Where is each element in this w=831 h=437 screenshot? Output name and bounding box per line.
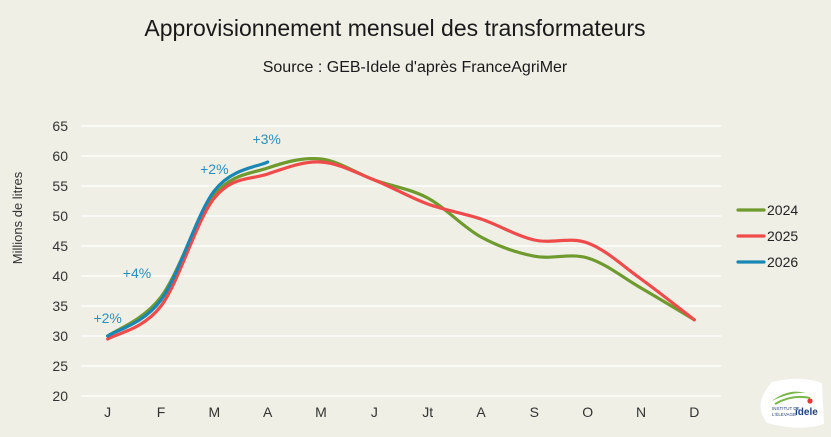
annotation-label: +2%	[200, 161, 228, 177]
annotation-label: +4%	[123, 265, 151, 281]
y-tick-label: 30	[52, 328, 68, 344]
y-tick-label: 65	[52, 118, 68, 134]
x-tick-label: M	[208, 404, 220, 420]
logo-small-text-2: L'ÉLEVAGE	[772, 411, 796, 417]
y-tick-label: 40	[52, 268, 68, 284]
series-line-2025	[106, 160, 696, 341]
logo-small-text-1: INSTITUT DE	[772, 406, 800, 411]
x-tick-label: J	[104, 404, 111, 420]
x-tick-label: A	[476, 404, 486, 420]
logo-swoosh-icon	[774, 395, 811, 405]
x-ticks: J F M A M J Jt A S O N D	[104, 404, 699, 420]
legend: 2024 2025 2026	[736, 202, 798, 270]
x-tick-label: N	[636, 404, 646, 420]
gridlines	[81, 125, 721, 397]
legend-label: 2025	[767, 228, 798, 244]
y-tick-label: 50	[52, 208, 68, 224]
x-tick-label: S	[530, 404, 539, 420]
annotations: +2% +4% +2% +3%	[93, 131, 280, 326]
legend-label: 2024	[767, 202, 798, 218]
chart-title: Approvisionnement mensuel des transforma…	[144, 15, 645, 41]
y-tick-label: 35	[52, 298, 68, 314]
y-tick-label: 25	[52, 358, 68, 374]
x-tick-label: A	[263, 404, 273, 420]
legend-label: 2026	[767, 254, 798, 270]
y-tick-label: 60	[52, 148, 68, 164]
y-tick-label: 20	[52, 388, 68, 404]
annotation-label: +3%	[252, 131, 280, 147]
x-tick-label: M	[315, 404, 327, 420]
y-tick-label: 55	[52, 178, 68, 194]
chart-subtitle: Source : GEB-Idele d'après FranceAgriMer	[263, 59, 568, 76]
logo-badge-shape	[760, 378, 824, 428]
y-tick-label: 45	[52, 238, 68, 254]
logo-leaf-icon	[772, 391, 806, 401]
y-ticks: 20 25 30 35 40 45 50 55 60 65	[52, 118, 68, 404]
idele-logo: INSTITUT DE L'ÉLEVAGE idele	[760, 378, 824, 428]
x-tick-label: Jt	[422, 404, 433, 420]
series-line-2026	[106, 160, 270, 338]
logo-brand-text: idele	[795, 407, 818, 418]
series-line-2024	[106, 156, 696, 338]
series-lines	[106, 156, 696, 341]
y-axis-label: Millions de litres	[10, 171, 25, 264]
annotation-label: +2%	[93, 310, 121, 326]
x-tick-label: O	[582, 404, 593, 420]
x-tick-label: D	[689, 404, 699, 420]
x-tick-label: J	[371, 404, 378, 420]
logo-dot-icon	[807, 398, 813, 404]
x-tick-label: F	[157, 404, 166, 420]
